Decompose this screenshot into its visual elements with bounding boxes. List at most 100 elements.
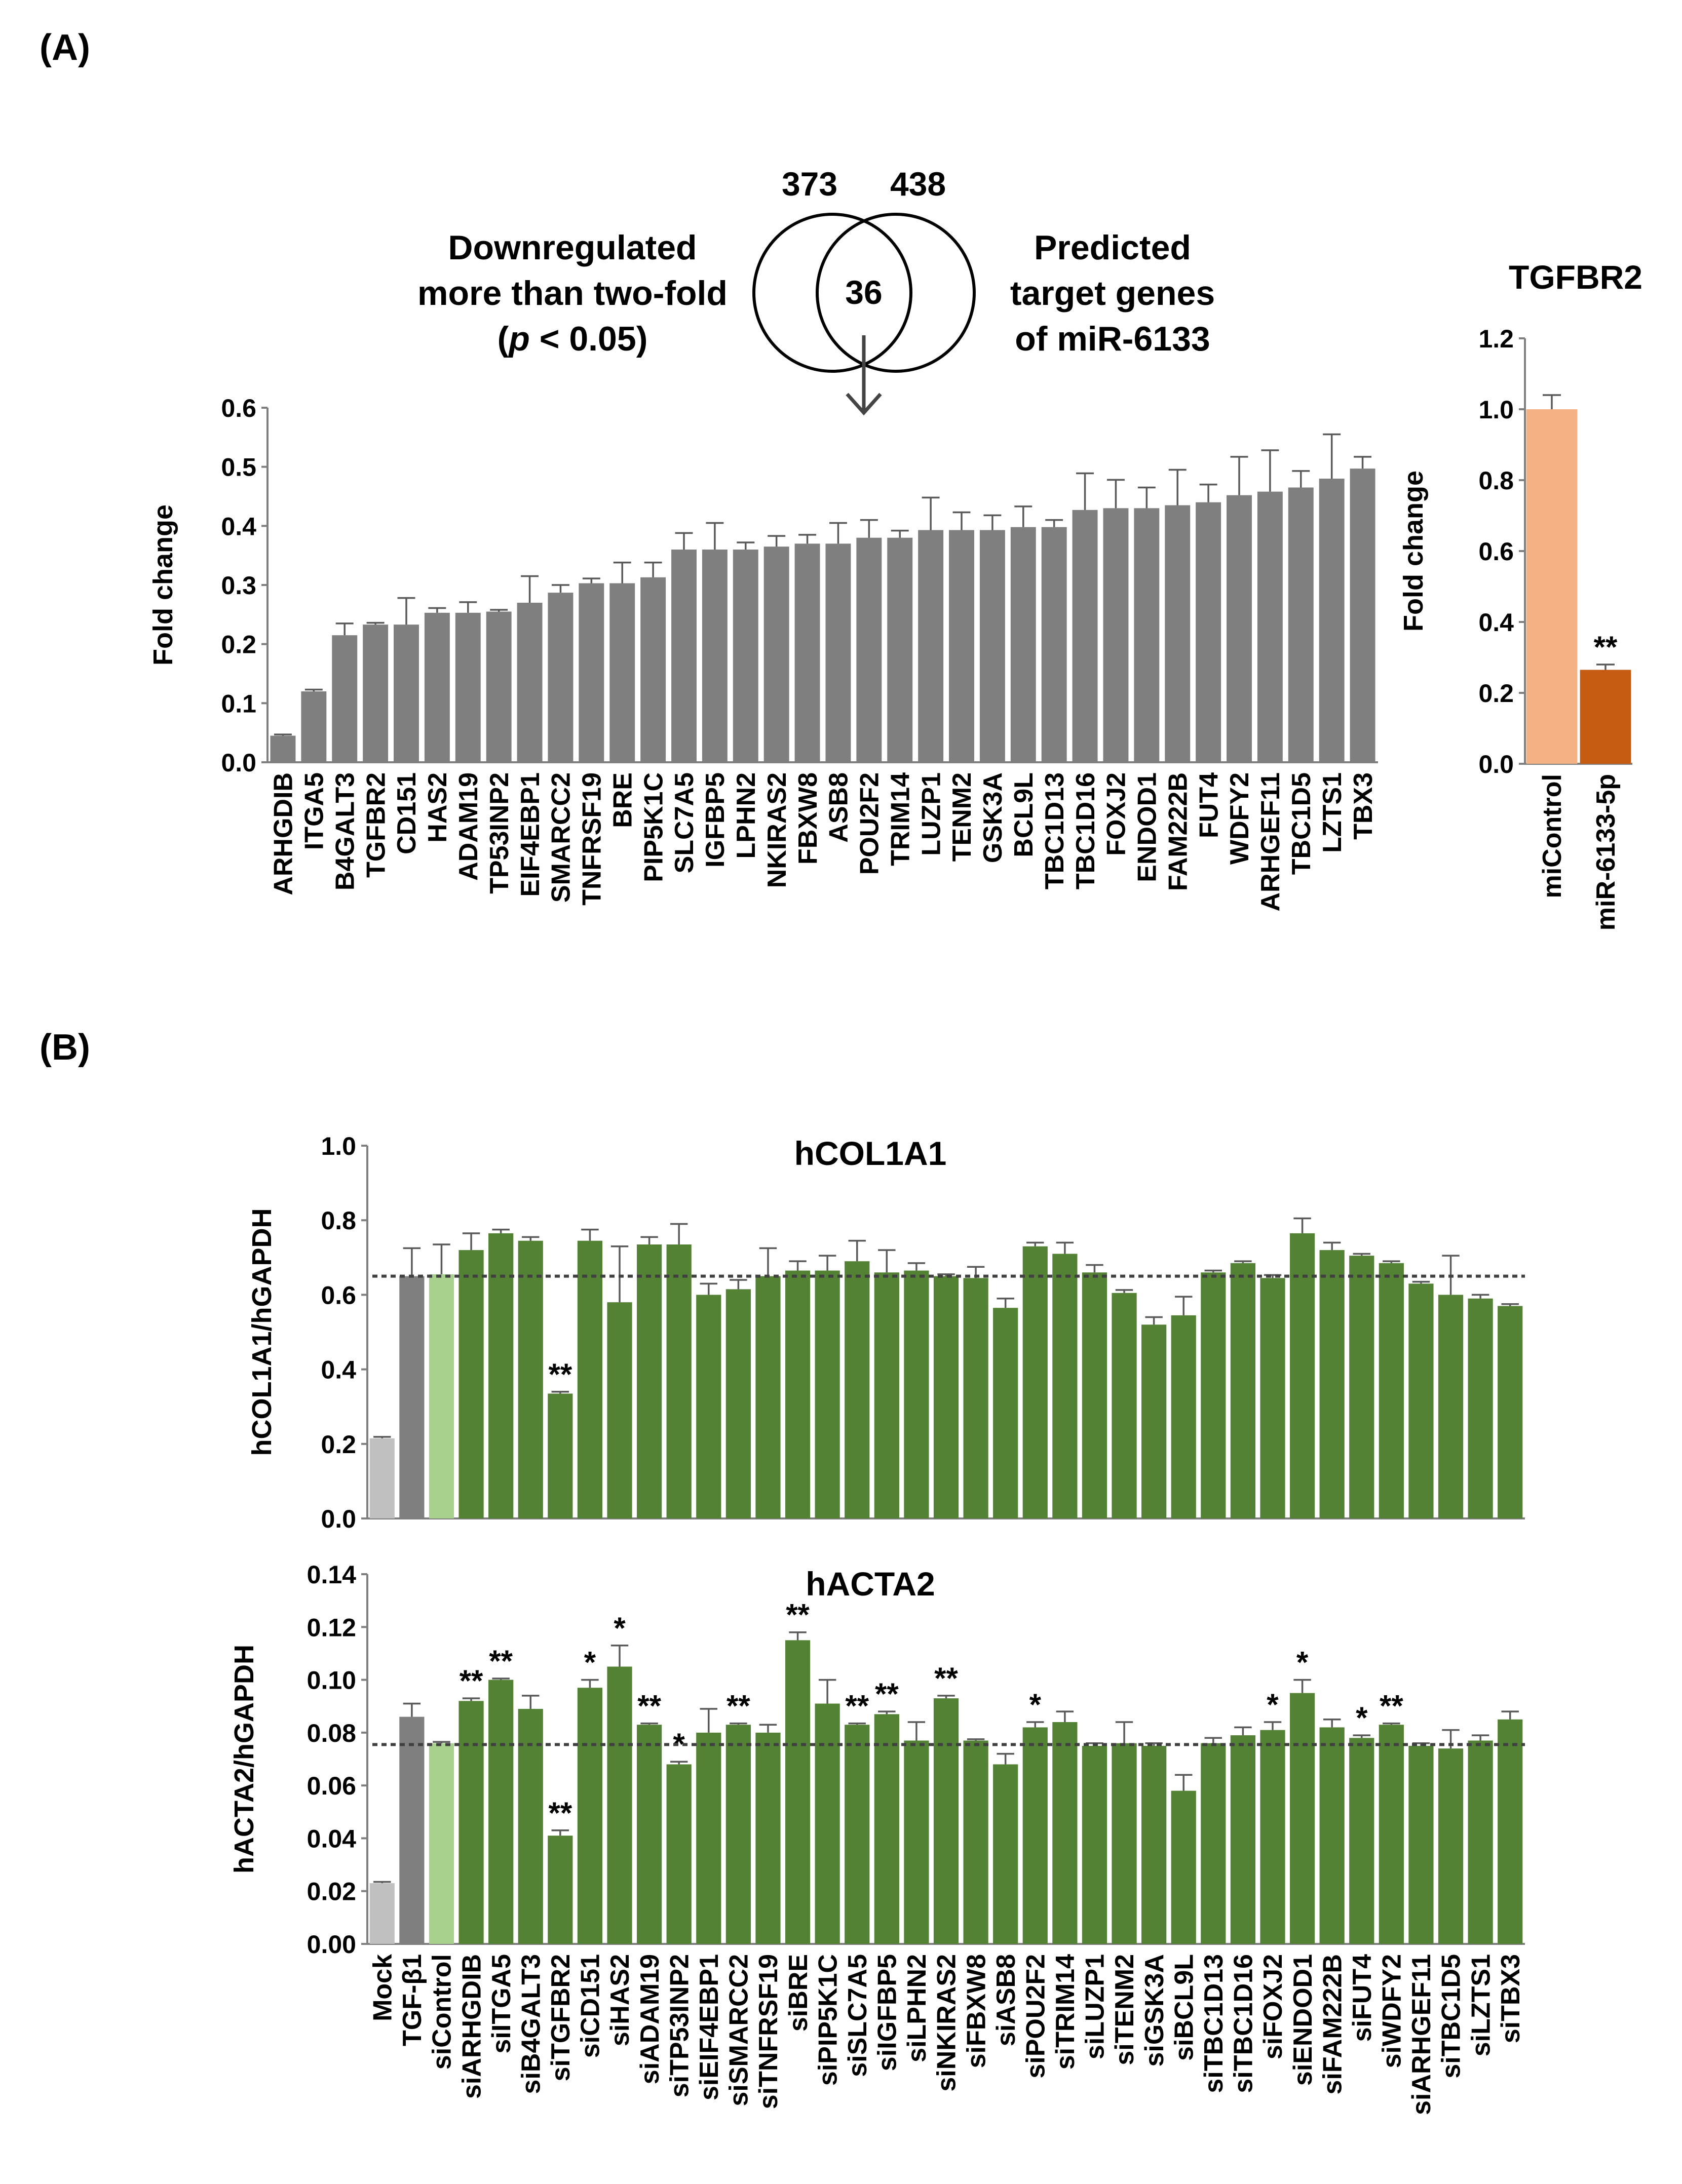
a_main-category-label: LUZP1 (916, 772, 946, 856)
b_acta2-category-label: siARHGDIB (457, 1954, 486, 2099)
b_col1a1-ytick-label: 0.6 (321, 1281, 356, 1309)
b_acta2-bar-sipip5k1c (815, 1703, 840, 1944)
chart-hcol1a1: 0.0 0.2 0.4 0.6 0.8 1.0 hCOL1A1/hGAPDH hCOL1A1 *… (247, 1132, 1525, 1533)
b_acta2-category-label: siARHGEF11 (1407, 1954, 1436, 2115)
b_acta2-category-label: siFAM222B (1318, 1954, 1347, 2094)
b_acta2-significance-mark: * (1267, 1688, 1279, 1722)
b_col1a1-bar-tgf-1 (399, 1276, 425, 1518)
b_acta2-bar-sifut4 (1349, 1738, 1374, 1944)
a_main-bar-endod1 (1134, 508, 1160, 762)
a_main-bar-nkiras2 (763, 547, 789, 762)
venn-arrow-head (846, 393, 882, 416)
b_acta2-category-label: siIGFBP5 (873, 1954, 902, 2071)
b_col1a1-ytick-label: 1.0 (321, 1132, 356, 1160)
b_acta2-significance-mark: ** (845, 1689, 869, 1723)
b_acta2-bar-mock (369, 1883, 395, 1944)
b_acta2-category-label: siLZTS1 (1466, 1954, 1496, 2056)
b_acta2-bar-sifbxw8 (963, 1740, 988, 1944)
a_main-bar-wdfy2 (1227, 495, 1252, 762)
b_acta2-bar-sicontrol (429, 1743, 454, 1944)
b_acta2-category-label: siNKIRAS2 (932, 1954, 962, 2092)
b_col1a1-bar-siluzp1 (1082, 1272, 1107, 1518)
b_acta2-category-label: siPOU2F2 (1021, 1954, 1050, 2079)
b_acta2-significance-mark: * (584, 1646, 596, 1680)
b_acta2-bar-sismarcc2 (725, 1725, 751, 1944)
b_acta2-category-label: siGSK3A (1140, 1954, 1169, 2067)
a_main-category-label: BRE (608, 772, 637, 828)
b_acta2-bar-sislc7a5 (845, 1725, 870, 1944)
a_main-category-label: TP53INP2 (485, 772, 514, 894)
b_acta2-bar-sitbc1d13 (1201, 1743, 1226, 1944)
b_acta2-bar-siendod1 (1289, 1693, 1315, 1944)
b_acta2-bar-siigfbp5 (874, 1714, 899, 1944)
a_main-bar-luzp1 (918, 530, 944, 762)
a_main-bar-arhgef11 (1257, 491, 1283, 762)
a_main-category-label: IGFBP5 (701, 772, 730, 868)
a_main-ytick-label: 0.1 (221, 689, 256, 718)
venn-right-circle (816, 213, 976, 373)
panel-a-label: (A) (40, 27, 90, 68)
b_acta2-bar-sihas2 (607, 1666, 632, 1944)
b_col1a1-bar-siadam19 (636, 1244, 662, 1518)
b_acta2-category-label: TGF-β1 (398, 1954, 427, 2046)
b_acta2-category-label: siCD151 (576, 1954, 605, 2058)
a_main-bar-slc7a5 (671, 550, 697, 762)
b_acta2-bar-sifam222b (1319, 1727, 1345, 1944)
a_main-category-label: LPHN2 (732, 772, 761, 859)
a_main-category-label: TNFRSF19 (578, 772, 607, 906)
b_col1a1-bar-sitp53inp2 (666, 1244, 692, 1518)
b_acta2-category-label: siTGFBR2 (546, 1954, 576, 2081)
a_main-category-label: SMARCC2 (547, 772, 576, 903)
b_acta2-ytick-label: 0.06 (307, 1772, 356, 1800)
b_col1a1-bar-sieif4ebp1 (696, 1295, 721, 1518)
b_col1a1-bar-sitnfrsf19 (755, 1276, 781, 1518)
a_main-bar-pip5k1c (640, 577, 666, 762)
a_main-category-label: TBC1D16 (1071, 772, 1100, 889)
a_main-category-label: FBXW8 (793, 772, 823, 865)
b_acta2-category-label: siBRE (784, 1954, 813, 2032)
b_col1a1-bar-sihas2 (607, 1302, 632, 1518)
a_main-category-label: EIF4EBP1 (516, 772, 545, 897)
a_tgfbr2-ytick-label: 1.0 (1478, 396, 1514, 424)
b_acta2-bar-siarhgdib (458, 1701, 484, 1944)
b_acta2-significance-mark: * (1029, 1688, 1042, 1722)
a_tgfbr2-title: TGFBR2 (1509, 258, 1642, 296)
b_acta2-category-label: siTRIM14 (1051, 1954, 1080, 2070)
venn-right-label-line3: of miR-6133 (1015, 320, 1210, 358)
a_main-category-label: TBC1D13 (1040, 772, 1069, 889)
a_main-bar-fbxw8 (794, 543, 820, 762)
b_col1a1-bar-sitbx3 (1498, 1306, 1523, 1518)
a_tgfbr2-category-label: miR-6133-5p (1591, 774, 1621, 930)
a_main-ytick-label: 0.2 (221, 631, 256, 659)
b_col1a1-bar-siwdfy2 (1379, 1263, 1404, 1518)
b_acta2-category-label: siPIP5K1C (813, 1954, 843, 2086)
a_tgfbr2-y-axis-label: Fold change (1398, 471, 1429, 632)
a_main-category-label: CD151 (392, 772, 422, 854)
b_acta2-ytick-label: 0.14 (307, 1561, 357, 1589)
b_acta2-significance-mark: ** (489, 1644, 513, 1678)
b_acta2-bar-sitgfbr2 (548, 1836, 573, 1944)
a_main-category-label: BCL9L (1009, 772, 1039, 857)
b_acta2-significance-mark: * (614, 1611, 626, 1645)
b_col1a1-y-axis-label: hCOL1A1/hGAPDH (247, 1208, 277, 1456)
b_col1a1-bar-sifut4 (1349, 1256, 1374, 1518)
a_main-bar-tenm2 (949, 530, 974, 762)
a_main-category-label: B4GALT3 (330, 772, 360, 890)
b_acta2-category-label: siFBXW8 (962, 1954, 991, 2068)
b_acta2-bar-sifoxj2 (1260, 1730, 1285, 1944)
b_acta2-bar-siadam19 (636, 1725, 662, 1944)
b_acta2-category-label: Mock (368, 1954, 397, 2021)
venn-left-label-line1: Downregulated (448, 228, 697, 267)
b_col1a1-bar-siitga5 (488, 1233, 514, 1518)
b_acta2-bar-sigsk3a (1141, 1745, 1167, 1944)
b_col1a1-bar-sifam222b (1319, 1250, 1345, 1518)
b_acta2-category-label: siTBC1D5 (1437, 1954, 1466, 2079)
venn-left-count: 373 (782, 165, 837, 203)
b_acta2-category-label: siTBC1D13 (1199, 1954, 1229, 2093)
a_main-ytick-label: 0.3 (221, 571, 256, 600)
b_acta2-category-label: siTP53INP2 (665, 1954, 694, 2097)
b_acta2-bar-sib4galt3 (518, 1708, 543, 1944)
a_main-bar-bcl9l (1010, 527, 1036, 762)
